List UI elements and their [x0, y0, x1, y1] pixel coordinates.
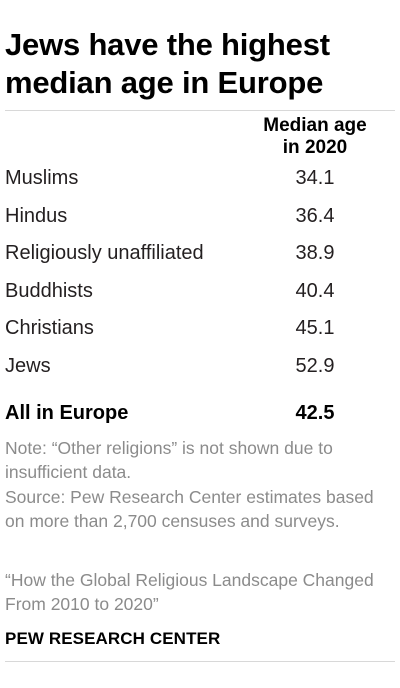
chart-title: Jews have the highest median age in Euro…	[5, 27, 330, 100]
row-value: 38.9	[295, 242, 335, 265]
column-header-line-1: Median age	[263, 115, 367, 136]
column-header: Median age in 2020	[255, 115, 375, 159]
row-value: 45.1	[295, 317, 335, 340]
table-row: Buddhists 40.4	[0, 276, 400, 306]
table-row: Christians 45.1	[0, 313, 400, 343]
total-label: All in Europe	[5, 402, 129, 424]
row-label: Religiously unaffiliated	[5, 242, 204, 265]
report-title: “How the Global Religious Landscape Chan…	[5, 570, 374, 614]
table-row: Hindus 36.4	[0, 201, 400, 231]
row-value: 52.9	[295, 355, 335, 377]
row-label: Christians	[5, 317, 94, 340]
total-row: All in Europe 42.5	[0, 398, 400, 428]
pew-logo-text: PEW RESEARCH CENTER	[5, 629, 221, 648]
source-text: Source: Pew Research Center estimates ba…	[5, 487, 374, 531]
table-row: Religiously unaffiliated 38.9	[0, 238, 400, 268]
row-label: Buddhists	[5, 279, 93, 302]
row-label: Jews	[5, 355, 51, 377]
note-text: Note: “Other religions” is not shown due…	[5, 438, 333, 482]
row-label: Hindus	[5, 204, 68, 227]
row-value: 40.4	[295, 279, 335, 302]
footer-divider	[5, 661, 395, 662]
table-row: Jews 52.9	[0, 351, 400, 381]
table-row: Muslims 34.1	[0, 163, 400, 193]
total-value: 42.5	[295, 402, 335, 424]
column-header-line-2: in 2020	[282, 137, 348, 158]
title-divider	[5, 110, 395, 111]
row-label: Muslims	[5, 167, 79, 189]
row-value: 34.1	[295, 167, 335, 189]
row-value: 36.4	[295, 204, 335, 227]
